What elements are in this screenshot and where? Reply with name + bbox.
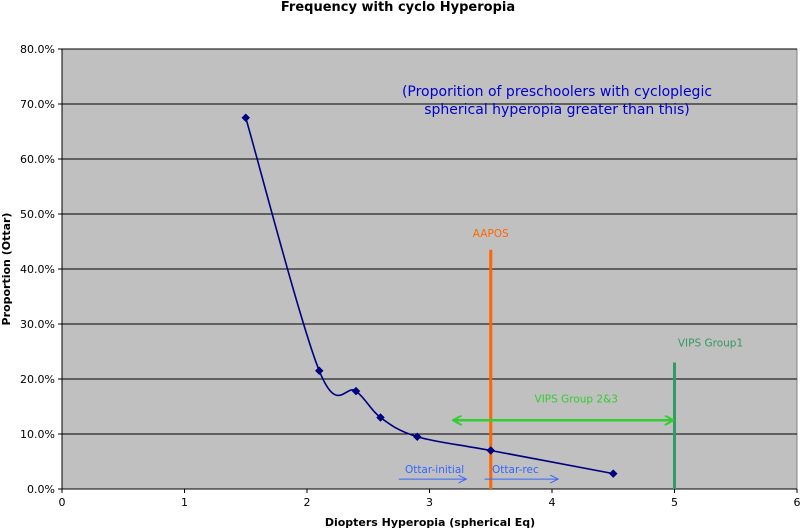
y-tick-label: 0.0% (27, 483, 55, 496)
aapos-label: AAPOS (473, 228, 509, 240)
x-tick-label: 5 (671, 496, 678, 509)
y-tick-label: 20.0% (20, 373, 55, 386)
y-axis-label: Proportion (Ottar) (0, 213, 13, 326)
chart-note-line-2: spherical hyperopia greater than this) (424, 102, 690, 118)
x-tick-label: 6 (794, 496, 800, 509)
ottar-initial-label: Ottar-initial (405, 464, 464, 476)
y-tick-label: 50.0% (20, 208, 55, 221)
data-point (351, 386, 361, 396)
x-tick-label: 4 (549, 496, 556, 509)
x-tick-label: 3 (426, 496, 433, 509)
data-point (608, 469, 618, 478)
vips-group23-label: VIPS Group 2&3 (535, 393, 618, 405)
y-tick-label: 80.0% (20, 43, 55, 56)
data-point (412, 432, 422, 442)
chart-title: Frequency with cyclo Hyperopia (281, 0, 515, 15)
x-tick-label: 2 (304, 496, 311, 509)
vips-group1-label: VIPS Group1 (678, 338, 743, 350)
ottar-rec-label: Ottar-rec (492, 464, 539, 476)
annotations: AAPOS VIPS Group1 VIPS Group 2&3 Ottar-i… (398, 228, 743, 489)
data-point (314, 366, 324, 376)
x-axis-label: Diopters Hyperopia (spherical Eq) (325, 516, 535, 529)
data-point (241, 113, 251, 123)
x-axis-ticks: 0 1 2 3 4 5 6 (59, 489, 800, 509)
y-tick-label: 70.0% (20, 98, 55, 111)
data-point (376, 413, 385, 422)
y-tick-label: 10.0% (20, 428, 55, 441)
y-tick-label: 40.0% (20, 263, 55, 276)
x-tick-label: 0 (59, 496, 66, 509)
y-axis-ticks: 0.0% 10.0% 20.0% 30.0% 40.0% 50.0% 60.0% 70.0% 8… (20, 43, 62, 496)
y-tick-label: 60.0% (20, 153, 55, 166)
x-tick-label: 1 (181, 496, 188, 509)
data-series (241, 113, 618, 478)
chart-note-line-1: (Proporition of preschoolers with cyclop… (402, 84, 712, 100)
data-point (486, 446, 496, 455)
y-tick-label: 30.0% (20, 318, 55, 331)
